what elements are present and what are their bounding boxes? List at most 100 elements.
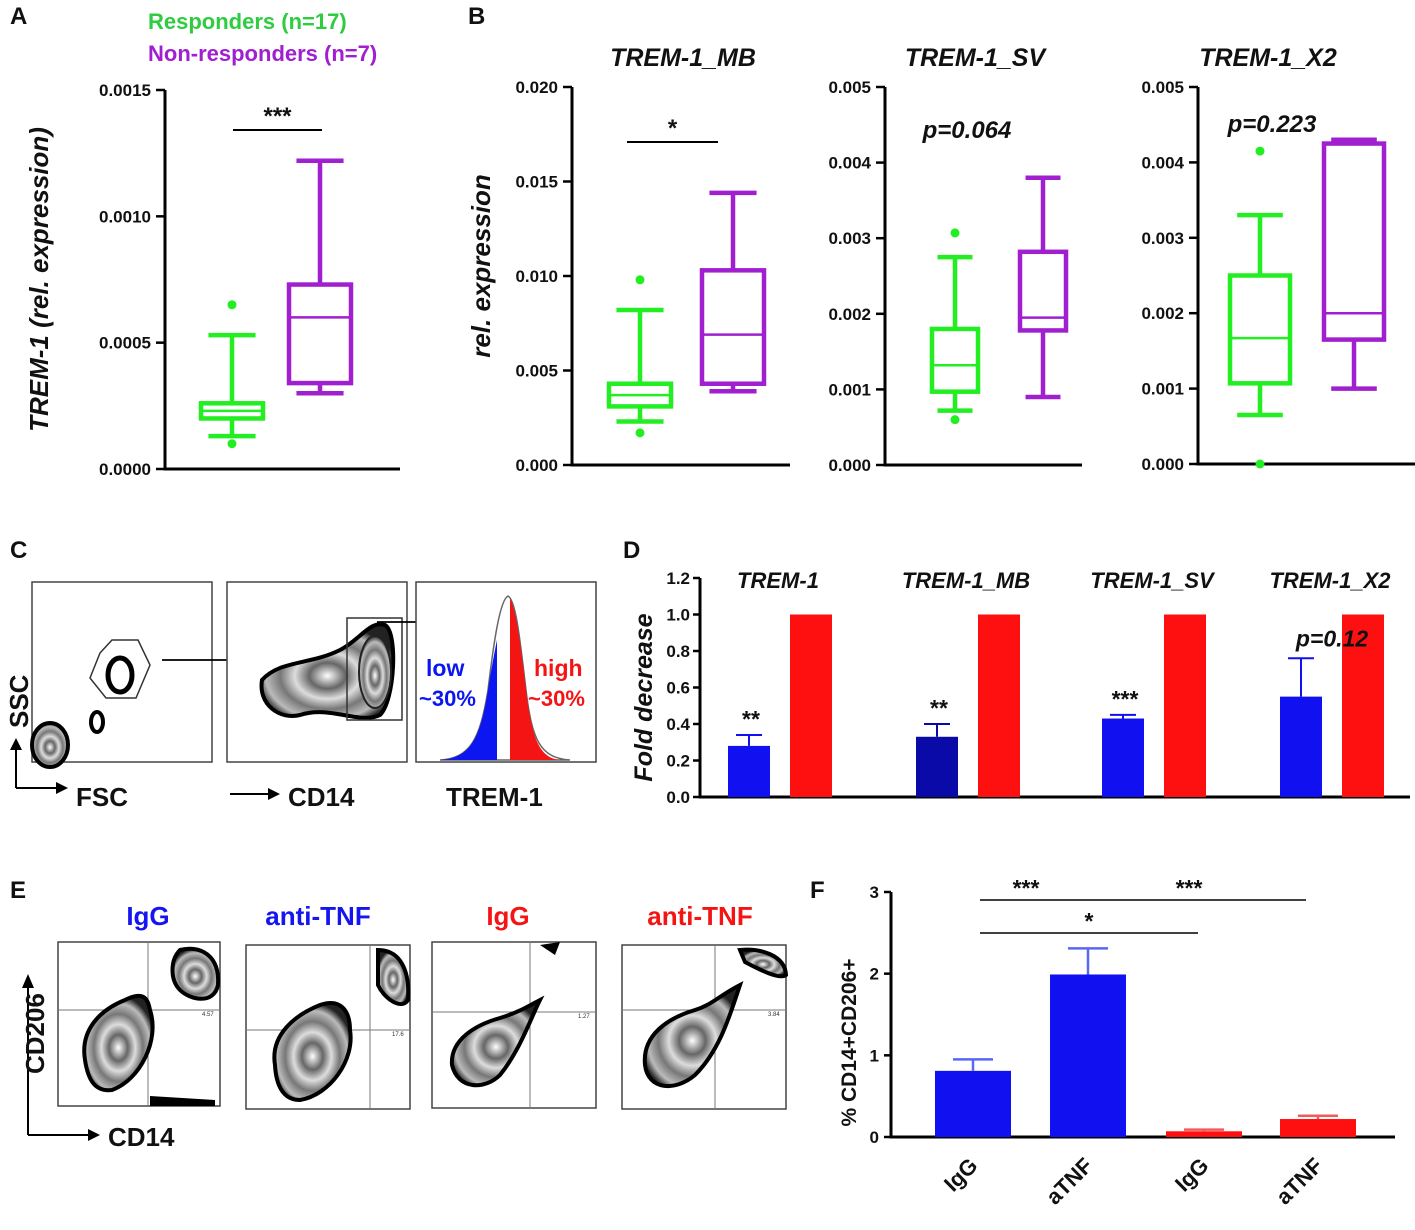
small-population: [89, 710, 105, 734]
panel-letter-b: B: [468, 3, 485, 30]
box-plot-b-x2: 0.000 0.001 0.002 0.003 0.004 0.005 TREM-1_X2p…: [1141, 44, 1415, 474]
e-quadrant-value-3: 1.27: [578, 1014, 590, 1020]
ssc-arrow-head: [10, 738, 22, 750]
y-tick-label: 0.001: [1141, 380, 1184, 399]
y-tick-label: 0.002: [828, 305, 871, 324]
box: [929, 326, 981, 394]
bar-high: [1164, 614, 1206, 797]
y-tick-label: 0: [870, 1128, 879, 1147]
box: [1227, 273, 1293, 386]
flow-panel-e: IgG anti-TNF IgG anti-TNF 4.57 17.6: [20, 901, 789, 1152]
chart-title: TREM-1_X2: [1199, 44, 1337, 72]
y-tick-label: 0.0015: [99, 81, 151, 100]
x-tick-label: IgG: [1170, 1153, 1214, 1197]
bar: [1050, 974, 1126, 1137]
y-tick-label: 0.000: [828, 456, 871, 475]
y-tick-label: 0.4: [666, 715, 690, 734]
panel-letter-f: F: [810, 877, 825, 904]
box-plot-b-sv: 0.000 0.001 0.002 0.003 0.004 0.005 TREM-1_SVp…: [828, 44, 1082, 475]
significance-label: ***: [1112, 686, 1139, 712]
fsc-label: FSC: [76, 782, 128, 812]
y-tick-label: 0.0: [666, 788, 690, 807]
y-tick-label: 0.003: [828, 229, 871, 248]
outlier-point: [950, 228, 960, 238]
y-tick-label: 0.005: [515, 362, 558, 381]
e-title-igg-red: IgG: [486, 901, 529, 931]
bar: [1280, 1119, 1356, 1137]
low-label: low: [426, 655, 464, 681]
chart-title: TREM-1_SV: [905, 44, 1048, 72]
chart-title: TREM-1_MB: [610, 44, 756, 72]
monocyte-population: [105, 655, 135, 695]
significance-label: p=0.12: [1295, 625, 1368, 651]
y-tick-label: 2: [870, 965, 879, 984]
y-axis-label: Fold decrease: [630, 613, 658, 781]
panel-letter-a: A: [10, 3, 27, 30]
x-tick-label: IgG: [939, 1153, 983, 1197]
box-plot-a: 0.0000 0.0005 0.0010 0.0015 TREM-1 (rel. exp…: [24, 81, 400, 479]
fsc-arrow-head: [56, 782, 68, 794]
group-label: TREM-1_SV: [1090, 568, 1216, 593]
e-title-antitnf-blue: anti-TNF: [265, 901, 370, 931]
bar-chart-d: 0.0 0.2 0.4 0.6 0.8 1.0 1.2 Fold decrease TREM-1…: [630, 568, 1410, 807]
y-axis-label: rel. expression: [466, 174, 496, 358]
bar: [1166, 1131, 1242, 1137]
e-title-igg-blue: IgG: [126, 901, 169, 931]
bar-low: [1102, 718, 1144, 797]
y-tick-label: 0.000: [1141, 455, 1184, 474]
x-tick-label: aTNF: [1041, 1153, 1098, 1210]
outlier-point: [635, 428, 645, 438]
y-tick-label: 0.0000: [99, 460, 151, 479]
e-quadrant-value-1: 4.57: [202, 1012, 214, 1018]
bar-high: [790, 614, 832, 797]
box: [699, 268, 767, 386]
outlier-point: [950, 415, 960, 425]
group-label: TREM-1_MB: [902, 568, 1030, 593]
y-tick-label: 0.005: [828, 78, 871, 97]
significance-label: *: [668, 115, 678, 142]
high-percent: ~30%: [528, 686, 585, 711]
e-plot-1: 4.57: [57, 941, 221, 1107]
box: [286, 282, 354, 386]
e-plot-4: 3.84: [621, 944, 789, 1110]
y-tick-label: 0.002: [1141, 304, 1184, 323]
significance-label: **: [742, 706, 760, 732]
y-tick-label: 0.003: [1141, 229, 1184, 248]
x-tick-label: aTNF: [1271, 1153, 1328, 1210]
low-percent: ~30%: [419, 686, 476, 711]
panel-letter-e: E: [10, 877, 26, 904]
cd14-arrow-head: [268, 788, 280, 800]
cd206-label: CD206: [20, 993, 50, 1074]
y-tick-label: 0.000: [515, 456, 558, 475]
cd14e-arrow-head: [88, 1129, 100, 1141]
y-tick-label: 0.004: [1141, 153, 1184, 172]
cd14-label-c: CD14: [288, 782, 355, 812]
cd14-gate: [346, 617, 403, 721]
panel-letter-d: D: [623, 537, 640, 564]
significance-label: **: [930, 695, 948, 721]
e-plot-3: 1.27: [431, 941, 597, 1109]
cd14-label-e: CD14: [108, 1122, 175, 1152]
outlier-point: [227, 300, 237, 310]
box: [1321, 141, 1387, 342]
significance-label: ***: [263, 103, 292, 130]
y-tick-label: 0.6: [666, 679, 690, 698]
outlier-point: [635, 275, 645, 285]
outlier-point: [1255, 459, 1265, 469]
e-quadrant-value-4: 3.84: [768, 1012, 780, 1018]
y-tick-label: 1.2: [666, 569, 690, 588]
y-axis-label: TREM-1 (rel. expression): [24, 127, 54, 432]
y-tick-label: 0.020: [515, 78, 558, 97]
flow-panel-c: low ~30% high ~30% SSC FSC CD14 TREM-1: [4, 581, 597, 812]
group-label: TREM-1: [737, 568, 819, 593]
y-tick-label: 0.015: [515, 173, 558, 192]
y-tick-label: 0.0010: [99, 207, 151, 226]
e-plot-2: 17.6: [245, 944, 411, 1110]
histogram-high: [510, 598, 560, 760]
y-axis-label: % CD14+CD206+: [838, 958, 861, 1126]
histogram-outline: [439, 595, 571, 761]
legend-responders: Responders (n=17): [148, 9, 347, 34]
y-tick-label: 0.001: [828, 380, 871, 399]
